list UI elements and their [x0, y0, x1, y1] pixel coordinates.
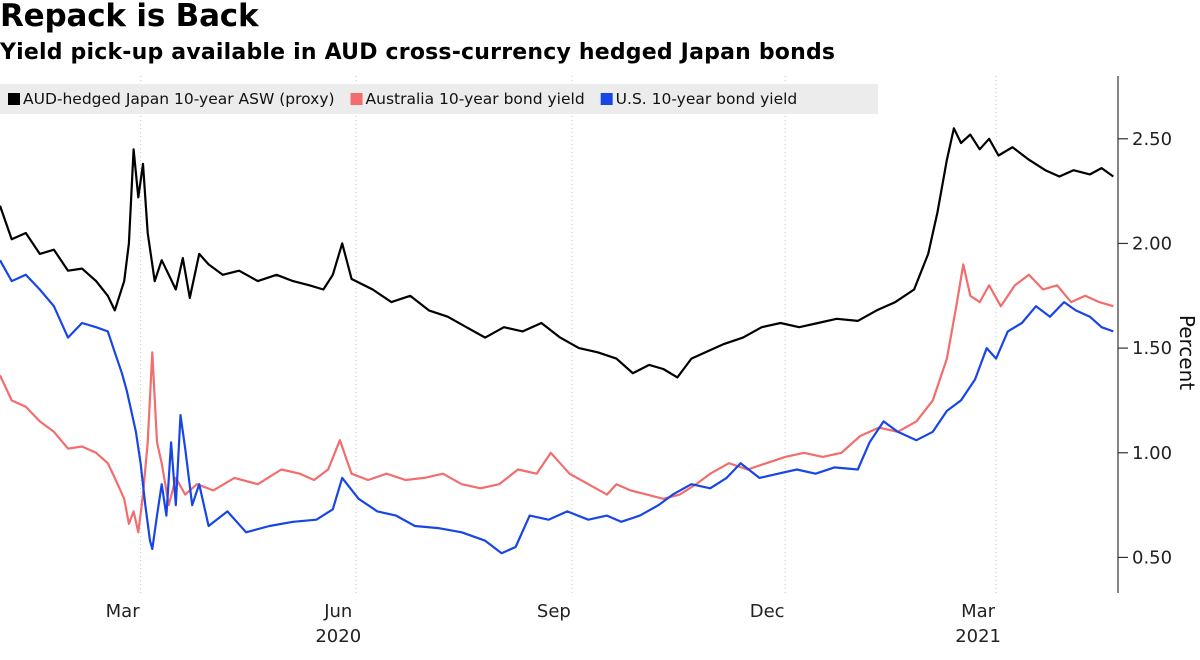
- series-line: [0, 127, 1114, 379]
- chart-title: Repack is Back: [0, 0, 259, 34]
- x-tick-label: Jun: [323, 601, 352, 622]
- y-tick-label: 2.00: [1132, 233, 1172, 254]
- y-tick-label: 1.00: [1132, 443, 1172, 464]
- x-year-label: 2021: [955, 626, 1001, 647]
- legend-label: Australia 10-year bond yield: [366, 90, 585, 108]
- x-year-label: 2020: [315, 626, 361, 647]
- x-tick-label: Mar: [961, 601, 996, 622]
- grid-lines: [140, 76, 997, 593]
- x-tick-label: Sep: [537, 601, 571, 622]
- y-tick-label: 0.50: [1132, 547, 1172, 568]
- legend-background: [0, 84, 878, 114]
- x-tick-label: Dec: [750, 601, 785, 622]
- legend-swatch: [8, 93, 20, 105]
- legend-label: U.S. 10-year bond yield: [616, 90, 798, 108]
- axes: 0.50 1.00 1.50 2.00 2.50 Percent Mar Jun 2020 Sep…: [106, 76, 1199, 647]
- series-line: [0, 259, 1114, 555]
- legend-label: AUD-hedged Japan 10-year ASW (proxy): [23, 90, 335, 108]
- chart-subtitle: Yield pick-up available in AUD cross-cur…: [0, 40, 836, 65]
- y-tick-label: 1.50: [1132, 338, 1172, 359]
- series-lines: [0, 127, 1114, 555]
- legend-swatch: [350, 93, 363, 105]
- legend-swatch: [600, 93, 613, 105]
- y-axis-label: Percent: [1175, 315, 1199, 390]
- legend: AUD-hedged Japan 10-year ASW (proxy) Aust…: [0, 84, 878, 114]
- x-tick-label: Mar: [106, 601, 141, 622]
- series-line: [0, 263, 1114, 534]
- y-tick-label: 2.50: [1132, 129, 1172, 150]
